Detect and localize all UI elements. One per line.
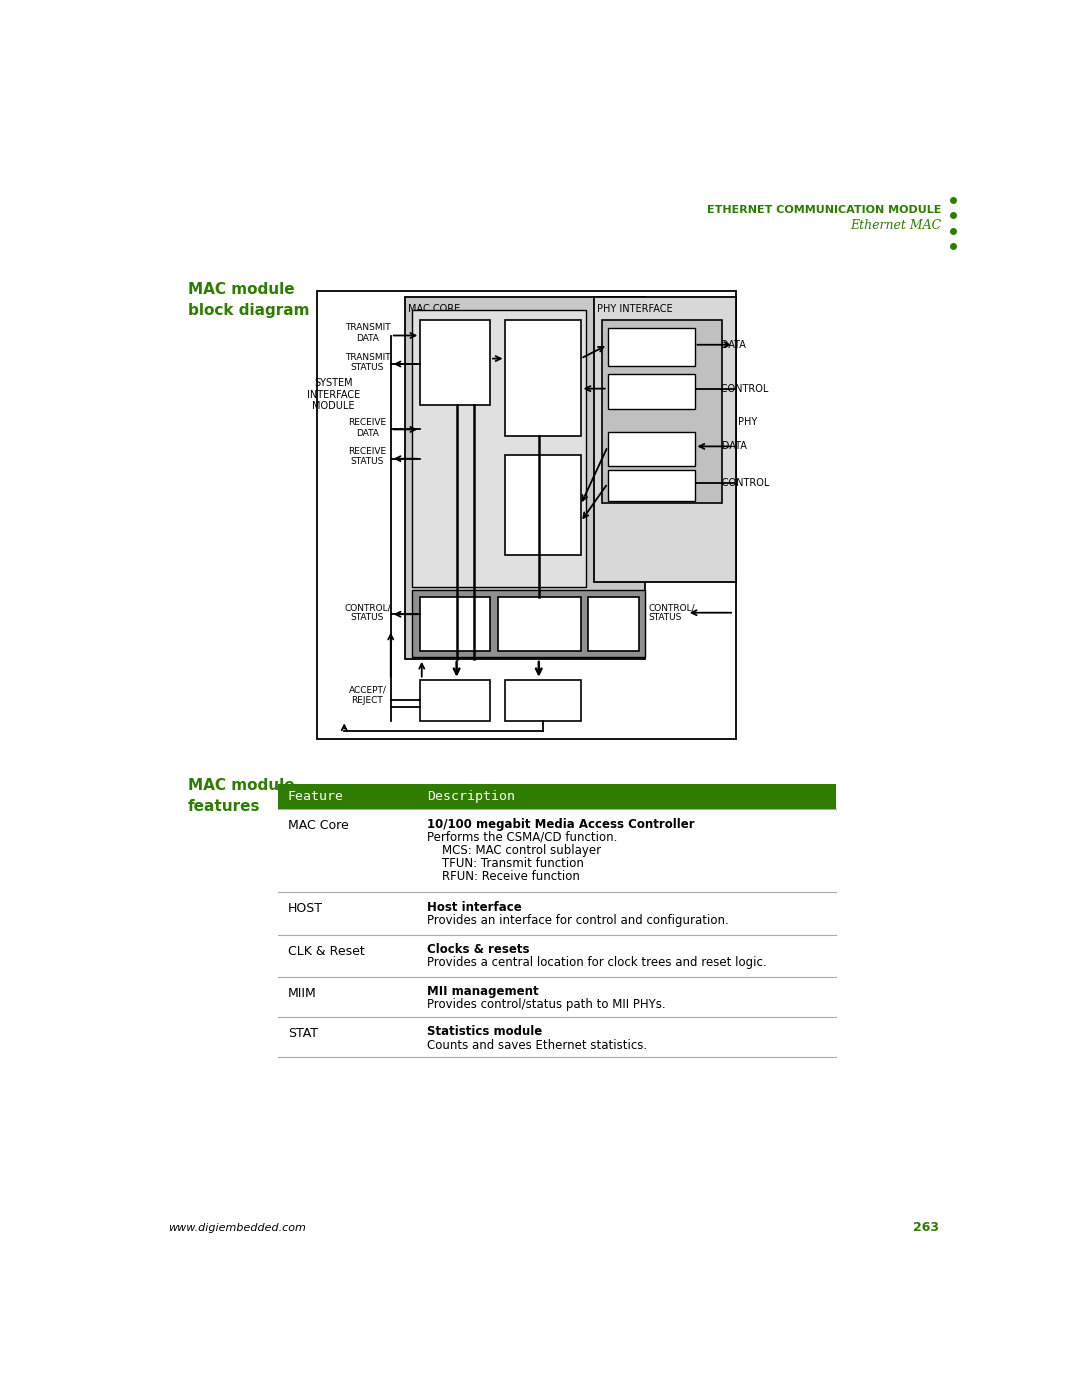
Text: PHY INTERFACE: PHY INTERFACE [597,305,673,314]
Bar [594,298,735,583]
Bar [279,784,836,809]
Text: Ethernet MAC: Ethernet MAC [850,219,941,232]
Text: Feature: Feature [287,791,343,803]
Text: 263: 263 [914,1221,940,1235]
Bar [602,320,723,503]
Text: MII management: MII management [428,985,539,999]
Text: Provides a central location for clock trees and reset logic.: Provides a central location for clock tr… [428,956,767,970]
Text: SYSTEM
INTERFACE
MODULE: SYSTEM INTERFACE MODULE [307,379,360,411]
Text: Provides control/status path to MII PHYs.: Provides control/status path to MII PHYs… [428,999,665,1011]
Bar [498,598,581,651]
Text: Provides an interface for control and configuration.: Provides an interface for control and co… [428,914,729,926]
Bar [420,680,490,721]
Text: ACCEPT/
REJECT: ACCEPT/ REJECT [349,686,387,705]
Bar [505,455,581,555]
Bar [608,432,694,467]
Text: MAC CORE: MAC CORE [408,305,460,314]
Text: Statistics module: Statistics module [428,1025,542,1038]
Text: Rx CONTROL: Rx CONTROL [706,478,770,489]
Text: ETHERNET COMMUNICATION MODULE: ETHERNET COMMUNICATION MODULE [706,205,941,215]
Bar [420,320,490,405]
Text: CONTROL/
STATUS: CONTROL/ STATUS [345,604,391,623]
Text: TFUN: Transmit function: TFUN: Transmit function [428,856,584,870]
Text: STAT: STAT [287,1027,318,1039]
Text: Performs the CSMA/CD function.: Performs the CSMA/CD function. [428,831,618,844]
Text: STAT: STAT [438,693,472,707]
Text: MAC module
block diagram: MAC module block diagram [188,282,309,317]
Text: CONTROL/
STATUS: CONTROL/ STATUS [648,604,694,623]
Text: Rx DATA: Rx DATA [706,441,747,451]
Text: MIIM: MIIM [287,986,316,1000]
Text: MII: MII [653,388,671,401]
Text: Description: Description [428,791,515,803]
Bar [608,471,694,502]
Text: MCS: MCS [440,356,471,369]
Text: Host interface: Host interface [428,901,522,914]
Text: SAL: SAL [529,693,556,707]
Bar [420,598,490,651]
Bar [505,320,581,436]
Text: MCS: MAC control sublayer: MCS: MAC control sublayer [428,844,602,856]
Text: PHY: PHY [738,416,757,426]
Bar [608,374,694,409]
Text: HOST: HOST [287,902,323,915]
Text: CLK & Reset: CLK & Reset [287,944,364,957]
Bar [505,680,581,721]
Bar [413,590,645,657]
Text: RECEIVE
STATUS: RECEIVE STATUS [349,447,387,467]
Text: TFUN: TFUN [524,372,562,384]
Text: TRANSMIT
DATA: TRANSMIT DATA [345,324,390,342]
Text: HOST: HOST [435,617,474,631]
Bar [589,598,638,651]
Bar [318,291,735,739]
Text: TRANSMIT
STATUS: TRANSMIT STATUS [345,353,390,372]
Text: MAC Core: MAC Core [287,819,349,833]
Text: MAC module
features: MAC module features [188,778,295,814]
Text: RECEIVE
DATA: RECEIVE DATA [349,418,387,437]
Text: Tx DATA: Tx DATA [706,339,746,349]
Text: 10/100 megabit Media Access Controller: 10/100 megabit Media Access Controller [428,817,694,831]
Text: Counts and saves Ethernet statistics.: Counts and saves Ethernet statistics. [428,1038,647,1052]
Text: RFUN: RFUN [524,499,562,511]
Text: RFUN: Receive function: RFUN: Receive function [428,870,580,883]
Text: MIIM: MIIM [596,617,630,631]
Text: www.digiembedded.com: www.digiembedded.com [167,1222,306,1234]
Bar [405,298,645,659]
Text: CLK & RESET: CLK & RESET [501,619,577,629]
Bar [413,310,586,587]
Bar [608,328,694,366]
Text: Tx CONTROL: Tx CONTROL [706,384,769,394]
Text: Clocks & resets: Clocks & resets [428,943,529,956]
